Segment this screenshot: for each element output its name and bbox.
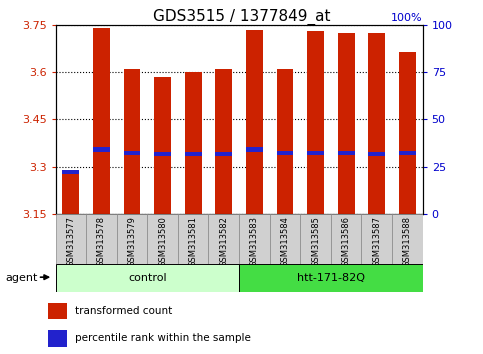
Bar <box>399 52 416 214</box>
Bar <box>62 173 79 214</box>
Bar <box>215 69 232 214</box>
Text: control: control <box>128 273 167 283</box>
Bar <box>124 150 141 155</box>
Bar <box>369 152 385 156</box>
Bar <box>277 69 293 214</box>
Bar <box>215 152 232 156</box>
Bar <box>270 214 300 264</box>
Text: 100%: 100% <box>391 13 423 23</box>
Text: GSM313578: GSM313578 <box>97 216 106 267</box>
Bar <box>338 150 355 155</box>
Bar <box>56 264 239 292</box>
Text: GSM313579: GSM313579 <box>128 216 137 267</box>
Bar <box>331 214 361 264</box>
Text: agent: agent <box>6 273 38 283</box>
Bar <box>86 214 117 264</box>
Bar <box>178 214 209 264</box>
Text: GSM313581: GSM313581 <box>189 216 198 267</box>
Bar <box>93 28 110 214</box>
Bar <box>154 152 171 156</box>
Bar <box>277 150 293 155</box>
Bar <box>369 33 385 214</box>
Bar <box>185 72 201 214</box>
Bar <box>48 303 67 319</box>
Text: GSM313580: GSM313580 <box>158 216 167 267</box>
Bar <box>154 77 171 214</box>
Bar <box>300 214 331 264</box>
Text: GSM313584: GSM313584 <box>281 216 289 267</box>
Bar <box>209 214 239 264</box>
Bar <box>147 214 178 264</box>
Text: percentile rank within the sample: percentile rank within the sample <box>75 333 251 343</box>
Text: GSM313588: GSM313588 <box>403 216 412 267</box>
Bar <box>392 214 423 264</box>
Text: GDS3515 / 1377849_at: GDS3515 / 1377849_at <box>153 9 330 25</box>
Bar <box>48 330 67 347</box>
Text: GSM313583: GSM313583 <box>250 216 259 267</box>
Bar <box>246 29 263 214</box>
Text: GSM313586: GSM313586 <box>341 216 351 267</box>
Bar <box>62 170 79 173</box>
Bar <box>239 264 423 292</box>
Bar <box>246 147 263 152</box>
Text: GSM313577: GSM313577 <box>66 216 75 267</box>
Bar <box>361 214 392 264</box>
Bar <box>338 33 355 214</box>
Text: GSM313582: GSM313582 <box>219 216 228 267</box>
Text: transformed count: transformed count <box>75 306 172 316</box>
Text: htt-171-82Q: htt-171-82Q <box>297 273 365 283</box>
Bar <box>56 214 86 264</box>
Bar <box>93 147 110 152</box>
Bar <box>239 214 270 264</box>
Bar <box>307 31 324 214</box>
Text: GSM313585: GSM313585 <box>311 216 320 267</box>
Bar <box>399 150 416 155</box>
Bar <box>307 150 324 155</box>
Text: GSM313587: GSM313587 <box>372 216 381 267</box>
Bar <box>117 214 147 264</box>
Bar <box>124 69 141 214</box>
Bar <box>185 152 201 156</box>
